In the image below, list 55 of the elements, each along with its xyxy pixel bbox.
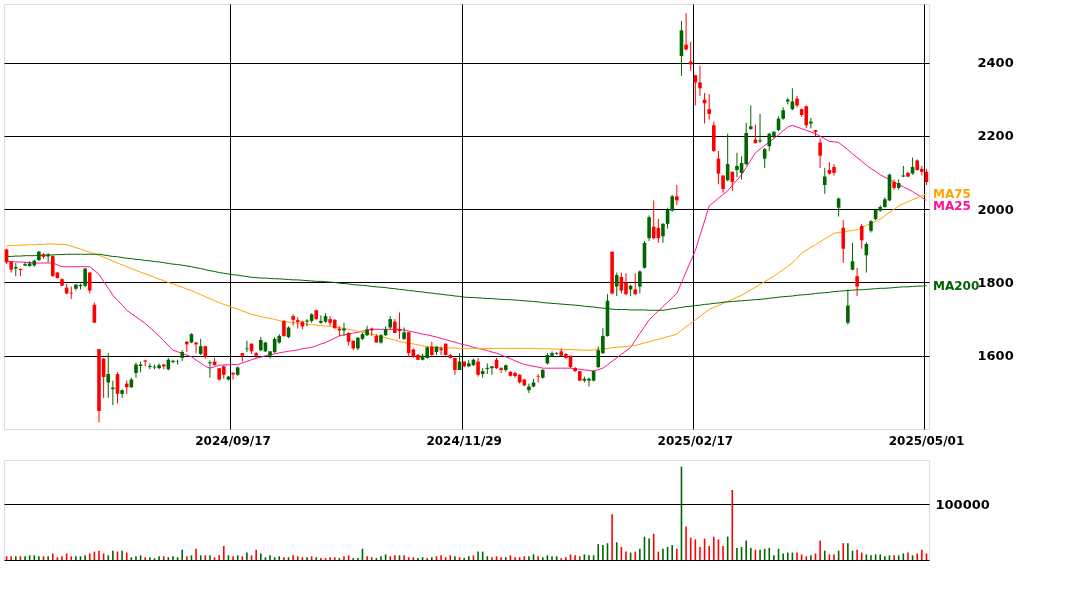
candlestick bbox=[527, 383, 531, 394]
candlestick bbox=[841, 219, 846, 264]
y-tick-label: 2400 bbox=[977, 55, 1014, 71]
candlestick bbox=[439, 346, 443, 356]
candlestick bbox=[624, 272, 628, 296]
candlestick bbox=[305, 318, 309, 327]
candlestick bbox=[406, 331, 411, 358]
series-label: MA75 bbox=[933, 186, 971, 201]
x-tick-label: 2025/05/01 bbox=[888, 433, 965, 448]
candlestick bbox=[675, 184, 679, 206]
candlestick bbox=[87, 271, 92, 294]
series-label: MA200 bbox=[933, 278, 980, 293]
candlestick bbox=[291, 313, 295, 327]
y-tick-label: 100000 bbox=[935, 496, 990, 512]
candlestick bbox=[633, 272, 638, 296]
series-label: MA25 bbox=[933, 198, 971, 213]
x-tick-label: 2025/02/17 bbox=[657, 433, 734, 448]
candlestick bbox=[758, 113, 762, 144]
candlestick bbox=[295, 316, 300, 330]
candlestick bbox=[245, 340, 249, 353]
y-tick-label: 2200 bbox=[977, 128, 1014, 144]
candlestick bbox=[832, 163, 836, 176]
candlestick bbox=[647, 214, 651, 242]
candlestick bbox=[134, 362, 138, 379]
candlestick bbox=[513, 371, 517, 379]
candlestick bbox=[50, 254, 55, 278]
candlestick bbox=[804, 104, 809, 129]
candlestick bbox=[850, 242, 855, 271]
candlestick bbox=[859, 223, 864, 250]
candlestick bbox=[707, 93, 711, 121]
candlestick bbox=[855, 267, 859, 297]
candlestick bbox=[490, 365, 494, 376]
candlestick bbox=[749, 104, 753, 131]
x-tick-label: 2024/11/29 bbox=[426, 433, 502, 448]
candlestick bbox=[684, 12, 688, 52]
candlestick bbox=[822, 167, 827, 195]
y-tick-label: 1600 bbox=[977, 348, 1014, 364]
candlestick bbox=[476, 357, 480, 378]
candlestick bbox=[795, 95, 799, 108]
candlestick bbox=[892, 179, 896, 191]
candlestick bbox=[698, 65, 702, 97]
candlestick bbox=[614, 272, 619, 297]
candlestick bbox=[638, 269, 642, 294]
candlestick bbox=[661, 222, 665, 244]
y-tick-label: 2000 bbox=[977, 201, 1014, 217]
x-tick-label: 2024/09/17 bbox=[195, 433, 271, 448]
candlestick bbox=[818, 137, 822, 169]
candlestick bbox=[208, 359, 212, 379]
candlestick bbox=[23, 261, 27, 267]
candlestick bbox=[319, 314, 323, 325]
candlestick bbox=[120, 388, 124, 399]
candlestick bbox=[651, 199, 656, 240]
candlestick bbox=[106, 352, 111, 399]
candlestick bbox=[735, 152, 739, 178]
candlestick bbox=[157, 362, 161, 370]
